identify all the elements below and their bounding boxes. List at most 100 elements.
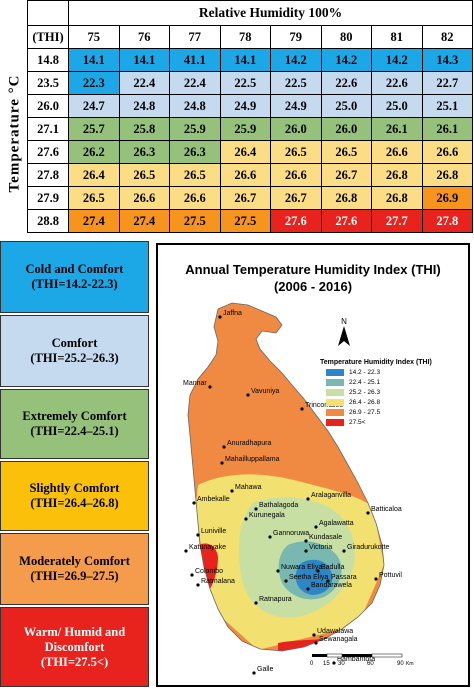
map-legend-swatch <box>326 408 344 416</box>
thi-value-cell: 26.1 <box>421 117 473 141</box>
thi-value-cell: 14.2 <box>320 48 372 72</box>
place-dot <box>246 393 250 397</box>
place-marker: Galle <box>252 666 273 675</box>
place-marker: Kurunegala <box>244 512 285 521</box>
thi-value-cell: 26.6 <box>219 163 271 187</box>
map-legend-item: 25.2 - 26.3 <box>326 387 460 397</box>
place-dot <box>254 601 258 605</box>
map-subtitle: (2006 - 2016) <box>273 279 353 294</box>
place-dot <box>196 533 200 537</box>
thi-value-cell: 26.6 <box>270 163 322 187</box>
place-marker: Katunayake <box>184 544 226 553</box>
place-dot <box>208 385 212 389</box>
place-dot <box>184 549 188 553</box>
comfort-category-box: Warm/ Humid and Discomfort (THI=27.5<) <box>0 607 149 687</box>
place-dot <box>192 501 196 505</box>
thi-value-cell: 24.9 <box>270 94 322 118</box>
map-legend-item: 14.2 - 22.3 <box>326 367 460 377</box>
place-dot <box>306 587 310 591</box>
map-panel: Annual Temperature Humidity Index (THI) … <box>156 243 470 687</box>
place-marker: Bathalagoda <box>254 502 298 511</box>
table-row: 27.1 25.7 25.8 25.9 25.9 26.0 26.0 26.1 26.1 <box>27 117 473 141</box>
place-marker: Kundasale <box>304 534 342 543</box>
category-range: (THI=14.2-22.3) <box>31 277 118 291</box>
table-corner-cell <box>27 0 69 26</box>
thi-value-cell: 25.7 <box>68 117 120 141</box>
thi-value-cell: 26.8 <box>371 186 423 210</box>
place-label: Bandarawela <box>311 582 352 589</box>
humidity-column-header: 82 <box>421 25 473 49</box>
place-marker: Ambekalle <box>192 496 230 505</box>
thi-value-cell: 27.4 <box>68 209 120 233</box>
place-label: Galle <box>257 666 273 673</box>
place-label: Giradurukotte <box>347 544 390 551</box>
thi-table-section: Temperature °C Relative Humidity 100% (T… <box>0 0 474 238</box>
scale-tick-label: 30 <box>338 661 345 667</box>
place-label: Sewanagala <box>319 636 358 643</box>
temperature-row-header: 27.1 <box>27 117 69 141</box>
place-marker: Giradurukotte <box>342 544 390 553</box>
humidity-column-header: 81 <box>371 25 423 49</box>
map-legend-swatch <box>326 398 344 406</box>
place-marker: Pottuvil <box>374 572 402 581</box>
thi-value-cell: 22.6 <box>371 71 423 95</box>
place-marker: Batticaloa <box>366 506 402 515</box>
thi-value-cell: 27.5 <box>169 209 221 233</box>
thi-value-cell: 26.5 <box>270 140 322 164</box>
place-label: Trincomalee <box>305 402 343 409</box>
place-dot <box>314 641 318 645</box>
category-range: (THI=26.4–26.8) <box>30 496 119 510</box>
place-label: Victoria <box>309 544 332 551</box>
place-marker: Gannoruwa <box>268 530 309 539</box>
thi-value-cell: 14.1 <box>219 48 271 72</box>
sri-lanka-thi-map: Jaffna Mannar Vavuniya Trincomalee Anuradhap… <box>183 302 402 675</box>
place-dot <box>222 445 226 449</box>
place-label: Mannar <box>183 380 207 387</box>
map-legend-item: 26.4 - 26.8 <box>326 397 460 407</box>
place-label: Ratnapura <box>259 596 292 603</box>
place-label: Badulla <box>321 564 344 571</box>
thi-value-cell: 26.5 <box>118 163 170 187</box>
thi-value-cell: 14.3 <box>421 48 473 72</box>
category-range: (THI=27.5<) <box>40 654 109 669</box>
thi-value-cell: 41.1 <box>169 48 221 72</box>
temperature-row-header: 27.9 <box>27 186 69 210</box>
category-name: Cold and Comfort <box>25 262 124 276</box>
place-marker: Mahailluppallama <box>220 456 280 465</box>
place-label: Pottuvil <box>379 572 402 579</box>
place-dot <box>190 573 194 577</box>
comfort-category-box: Extremely Comfort (THI=22.4–25.1) <box>0 389 149 459</box>
map-legend-item: 26.9 - 27.5 <box>326 407 460 417</box>
place-dot <box>254 507 258 511</box>
place-marker: Ratnapura <box>254 596 292 605</box>
table-title: Relative Humidity 100% <box>68 0 473 26</box>
place-marker: Ratmalana <box>196 578 235 587</box>
category-name: Extremely Comfort <box>22 409 127 423</box>
thi-value-cell: 26.0 <box>270 117 322 141</box>
place-dot <box>300 407 304 411</box>
place-dot <box>268 535 272 539</box>
scale-unit: Km <box>406 661 414 667</box>
place-marker: Colombo <box>190 568 223 577</box>
humidity-column-header: 75 <box>68 25 120 49</box>
map-legend-label: 14.2 - 22.3 <box>349 368 381 376</box>
thi-value-cell: 26.3 <box>118 140 170 164</box>
place-marker: Trincomalee <box>300 402 343 411</box>
place-label: Luniville <box>201 528 226 535</box>
thi-value-cell: 22.4 <box>118 71 170 95</box>
place-marker: Badulla <box>316 564 344 573</box>
place-label: Gannoruwa <box>273 530 309 537</box>
map-legend-swatch <box>326 418 344 426</box>
thi-value-cell: 22.7 <box>421 71 473 95</box>
temperature-row-header: 27.6 <box>27 140 69 164</box>
place-label: Hambantota <box>337 656 375 663</box>
thi-value-cell: 22.6 <box>320 71 372 95</box>
table-row: 27.8 26.4 26.5 26.5 26.6 26.6 26.7 26.8 26.8 <box>27 163 473 187</box>
place-marker: Hambantota <box>332 656 375 665</box>
temperature-row-header: 14.8 <box>27 48 69 72</box>
place-marker: Nuwara Eliya <box>276 564 322 573</box>
place-dot <box>326 579 330 583</box>
map-legend-title: Temperature Humidity Index (THI) <box>320 359 432 366</box>
category-name: Warm/ Humid and Discomfort <box>23 624 126 654</box>
map-title: Annual Temperature Humidity Index (THI) … <box>158 261 468 295</box>
